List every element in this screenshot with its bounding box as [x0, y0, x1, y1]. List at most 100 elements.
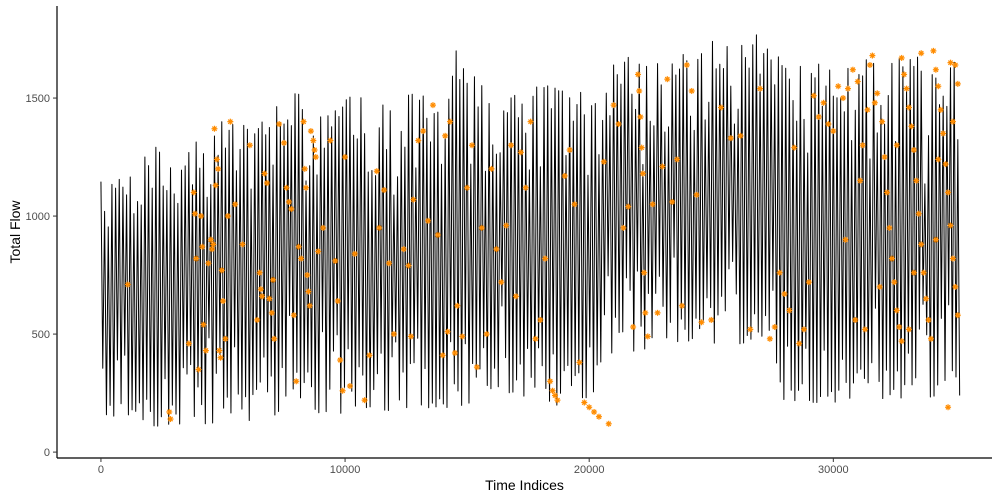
- anomaly-point: [630, 324, 637, 330]
- anomaly-point: [298, 255, 305, 262]
- anomaly-point: [918, 50, 925, 57]
- anomaly-point: [898, 338, 905, 345]
- anomaly-point: [844, 85, 851, 92]
- anomaly-point: [805, 279, 812, 286]
- anomaly-point: [674, 156, 681, 163]
- anomaly-point: [216, 347, 223, 354]
- anomaly-point: [400, 246, 407, 253]
- anomaly-point: [361, 397, 368, 404]
- anomaly-point: [537, 316, 544, 323]
- anomaly-point: [373, 168, 380, 175]
- anomaly-point: [893, 142, 900, 149]
- anomaly-point: [937, 106, 944, 113]
- anomaly-point: [796, 340, 803, 347]
- anomaly-point: [190, 189, 197, 196]
- anomaly-point: [271, 335, 278, 342]
- anomaly-point: [420, 128, 427, 135]
- anomaly-point: [654, 309, 661, 316]
- anomaly-point: [332, 257, 339, 264]
- anomaly-point: [888, 255, 895, 262]
- y-axis-title: Total Flow: [7, 200, 23, 264]
- anomaly-point: [459, 333, 466, 340]
- anomaly-point: [864, 106, 871, 113]
- anomaly-point: [285, 198, 292, 205]
- anomaly-point: [124, 281, 131, 288]
- anomaly-point: [615, 121, 622, 128]
- anomaly-point: [337, 357, 344, 364]
- anomaly-point: [688, 87, 695, 94]
- anomaly-point: [549, 387, 556, 394]
- anomaly-point: [366, 352, 373, 359]
- anomaly-point: [896, 324, 903, 330]
- anomaly-point: [947, 222, 954, 229]
- anomaly-point: [483, 331, 490, 338]
- anomaly-point: [376, 224, 383, 231]
- anomaly-point: [311, 146, 318, 153]
- anomaly-point: [210, 241, 217, 248]
- anomaly-point: [283, 184, 290, 191]
- anomaly-point: [757, 85, 764, 92]
- anomaly-point: [547, 378, 554, 385]
- anomaly-point: [415, 137, 422, 144]
- anomaly-point: [639, 170, 646, 177]
- anomaly-point: [923, 295, 930, 302]
- anomaly-point: [425, 217, 432, 224]
- anomaly-point: [879, 118, 886, 125]
- anomaly-point: [281, 139, 288, 146]
- anomaly-point: [891, 279, 898, 286]
- series-layer: [100, 34, 961, 427]
- anomaly-point: [884, 189, 891, 196]
- anomaly-point: [835, 83, 842, 90]
- anomaly-point: [947, 59, 954, 66]
- anomaly-point: [261, 170, 268, 177]
- flow-line: [100, 34, 961, 427]
- anomaly-point: [488, 165, 495, 172]
- anomaly-point: [307, 128, 314, 135]
- anomaly-point: [305, 288, 312, 295]
- anomaly-point: [207, 236, 214, 243]
- anomaly-point: [195, 366, 202, 373]
- anomaly-point: [268, 309, 275, 316]
- anomaly-point: [908, 123, 915, 130]
- anomaly-point: [211, 125, 218, 132]
- axes-layer: [56, 6, 992, 459]
- anomaly-point: [220, 298, 227, 305]
- anomaly-point: [351, 250, 358, 257]
- anomaly-point: [295, 243, 302, 250]
- anomaly-point: [257, 286, 264, 293]
- anomaly-point: [781, 290, 788, 297]
- anomaly-point: [915, 210, 922, 217]
- x-tick-label: 10000: [330, 464, 361, 476]
- anomaly-point: [881, 154, 888, 161]
- anomaly-point: [930, 47, 937, 54]
- anomaly-point: [727, 135, 734, 142]
- anomaly-point: [708, 316, 715, 323]
- anomaly-point: [217, 354, 224, 361]
- ticks-layer: 0 10000 20000 30000 0 500 1000 1500: [26, 93, 849, 476]
- anomaly-point: [522, 184, 529, 191]
- anomaly-point: [290, 312, 297, 319]
- anomaly-point: [945, 189, 952, 196]
- anomaly-point: [945, 404, 952, 411]
- anomaly-point: [209, 246, 216, 253]
- y-tick-label: 500: [32, 329, 50, 341]
- anomaly-point: [517, 149, 524, 156]
- anomaly-point: [222, 335, 229, 342]
- anomaly-point: [776, 269, 783, 276]
- anomaly-point: [949, 255, 956, 262]
- anomaly-point: [498, 279, 505, 286]
- anomaly-point: [576, 359, 583, 366]
- anomaly-point: [442, 132, 449, 139]
- anomaly-point: [952, 62, 959, 69]
- anomaly-point: [310, 137, 317, 144]
- anomaly-point: [239, 241, 246, 248]
- anomaly-point: [276, 121, 283, 128]
- anomaly-point: [198, 213, 205, 220]
- anomaly-point: [906, 104, 912, 111]
- anomaly-point: [199, 243, 206, 250]
- anomaly-point: [935, 156, 942, 163]
- anomaly-point: [581, 399, 588, 406]
- anomaly-point: [869, 52, 876, 59]
- anomaly-point: [191, 210, 198, 217]
- anomaly-point: [288, 205, 295, 212]
